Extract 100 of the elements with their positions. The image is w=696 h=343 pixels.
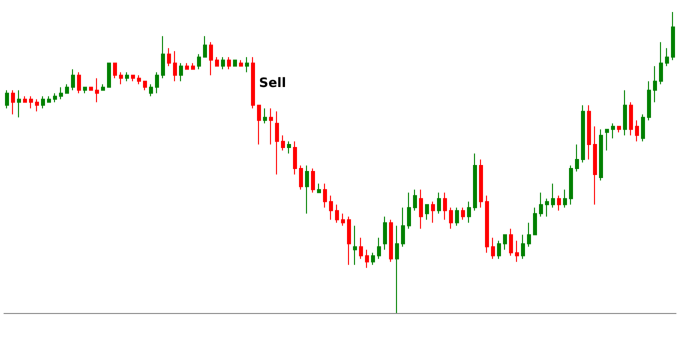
candlestick xyxy=(173,50,177,82)
candlestick xyxy=(461,207,465,220)
candlestick xyxy=(233,60,237,67)
candlestick xyxy=(203,36,207,58)
candlestick xyxy=(599,128,603,182)
candlestick xyxy=(515,240,519,262)
candlestick xyxy=(497,240,501,260)
candlestick xyxy=(161,36,165,79)
candlestick xyxy=(179,62,183,82)
candlestick xyxy=(413,189,417,212)
candlestick xyxy=(437,192,441,214)
candlestick xyxy=(143,80,147,91)
candlestick xyxy=(425,204,429,220)
candlestick xyxy=(65,84,69,94)
candlestick xyxy=(569,165,573,206)
candlestick xyxy=(119,72,123,85)
candlestick xyxy=(503,234,507,250)
candlestick xyxy=(47,96,51,103)
candlestick xyxy=(617,126,621,133)
candlestick xyxy=(209,42,213,76)
candlestick xyxy=(221,56,225,70)
candlestick xyxy=(311,168,315,194)
candlestick xyxy=(215,56,219,67)
candlestick xyxy=(329,195,333,220)
candlestick xyxy=(305,165,309,214)
candlestick xyxy=(227,56,231,70)
candlestick xyxy=(149,84,153,97)
candlestick xyxy=(449,207,453,230)
candlestick xyxy=(623,90,627,136)
candlestick xyxy=(323,183,327,208)
candlestick xyxy=(443,192,447,220)
candlestick xyxy=(353,225,357,266)
candlestick xyxy=(71,68,75,91)
candlestick xyxy=(377,237,381,260)
candlestick xyxy=(431,201,435,224)
candlestick xyxy=(653,66,657,103)
candlestick xyxy=(293,140,297,176)
candlestick xyxy=(239,60,243,67)
candlestick xyxy=(611,122,615,139)
candlestick xyxy=(647,80,651,121)
candlestick xyxy=(479,158,483,208)
candlestick xyxy=(659,42,663,85)
candlestick xyxy=(5,90,9,109)
candlestick xyxy=(107,62,111,88)
candlestick xyxy=(485,195,489,254)
candlestick xyxy=(137,74,141,85)
candlestick xyxy=(59,86,63,100)
candlestick xyxy=(17,90,21,118)
candlestick xyxy=(389,219,393,262)
candlestick xyxy=(395,225,399,314)
candlestick xyxy=(371,252,375,266)
candlestick xyxy=(455,207,459,226)
candlestick xyxy=(41,96,45,109)
candlestick xyxy=(575,144,579,172)
candlestick xyxy=(467,201,471,224)
candlestick xyxy=(191,62,195,70)
candlestick xyxy=(521,234,525,260)
candlestick xyxy=(269,108,273,145)
candlestick xyxy=(11,90,15,115)
candlestick xyxy=(419,189,423,230)
candlestick xyxy=(299,165,303,190)
candlestick xyxy=(401,207,405,248)
candlestick xyxy=(347,216,351,266)
candlestick xyxy=(251,56,255,109)
candlestick xyxy=(197,54,201,70)
candlestick xyxy=(125,72,129,82)
candlestick xyxy=(635,120,639,142)
candlestick xyxy=(83,86,87,94)
candlestick xyxy=(533,207,537,236)
candlestick xyxy=(383,216,387,250)
candlestick xyxy=(23,96,27,103)
candlestick xyxy=(341,213,345,226)
candlestick xyxy=(587,104,591,160)
candlestick xyxy=(539,192,543,218)
candlestick xyxy=(245,56,249,73)
candlestick xyxy=(275,110,279,176)
candlestick xyxy=(29,96,33,109)
candlestick xyxy=(629,102,633,136)
candlestick xyxy=(155,72,159,94)
candlestick xyxy=(113,62,117,79)
candlestick xyxy=(365,249,369,268)
candlestick xyxy=(185,62,189,70)
candlestick xyxy=(509,228,513,256)
candlestick xyxy=(593,126,597,206)
candlestick xyxy=(257,104,261,145)
candlestick xyxy=(335,204,339,224)
candlestick xyxy=(95,78,99,103)
candlestick xyxy=(287,140,291,154)
candlestick xyxy=(605,128,609,151)
candlestick xyxy=(53,92,57,103)
candlestick xyxy=(35,98,39,112)
candlestick xyxy=(317,183,321,194)
candlestick xyxy=(551,183,555,208)
candlestick xyxy=(545,198,549,218)
candlestick xyxy=(281,134,285,151)
candlestick xyxy=(527,222,531,248)
candlestick xyxy=(131,74,135,82)
candlestick xyxy=(557,195,561,212)
candlestick xyxy=(167,48,171,67)
candlestick xyxy=(581,104,585,163)
